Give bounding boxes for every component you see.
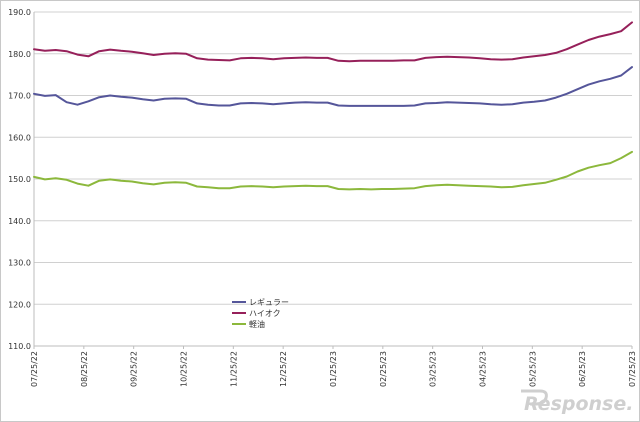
legend-label: ハイオク — [249, 309, 281, 318]
x-tick-label: 09/25/22 — [130, 351, 139, 387]
series-line-2 — [33, 21, 633, 63]
x-tick-label: 05/25/23 — [528, 351, 537, 387]
y-tick-label: 160.0 — [8, 133, 31, 142]
gridlines — [34, 11, 632, 347]
y-tick-label: 150.0 — [8, 175, 31, 184]
x-tick-label: 01/25/23 — [329, 351, 338, 387]
y-tick-label: 170.0 — [8, 92, 31, 101]
x-tick-label: 06/25/23 — [578, 351, 587, 387]
x-tick-label: 12/25/22 — [279, 351, 288, 387]
x-axis: 07/25/22 08/25/22 09/25/22 10/25/22 11/25/22… — [30, 345, 637, 387]
y-tick-label: 190.0 — [8, 8, 31, 17]
x-tick-label: 07/25/23 — [628, 351, 637, 387]
y-tick-label: 140.0 — [8, 217, 31, 226]
y-tick-label: 180.0 — [8, 50, 31, 59]
x-tick-label: 10/25/22 — [180, 351, 189, 387]
y-axis: 110.0 120.0 130.0 140.0 150.0 160.0 170.0 180.0… — [8, 8, 35, 351]
watermark-swoosh — [521, 389, 548, 406]
series-line-1 — [33, 66, 633, 107]
x-tick-label: 02/25/23 — [379, 351, 388, 387]
x-tick-label: 08/25/22 — [80, 351, 89, 387]
y-tick-label: 130.0 — [8, 259, 31, 268]
legend-label: レギュラー — [249, 298, 289, 307]
x-tick-label: 11/25/22 — [229, 351, 238, 387]
y-tick-label: 120.0 — [8, 300, 31, 309]
legend-label: 軽油 — [249, 319, 265, 329]
x-tick-label: 07/25/22 — [30, 351, 39, 387]
watermark-text: Response. — [524, 393, 633, 415]
x-tick-label: 03/25/23 — [429, 351, 438, 387]
series-line-3 — [33, 150, 633, 191]
y-tick-label: 110.0 — [8, 342, 31, 351]
series-lines — [33, 21, 633, 191]
x-tick-label: 04/25/23 — [479, 351, 488, 387]
watermark-logo: Response. — [521, 389, 633, 415]
